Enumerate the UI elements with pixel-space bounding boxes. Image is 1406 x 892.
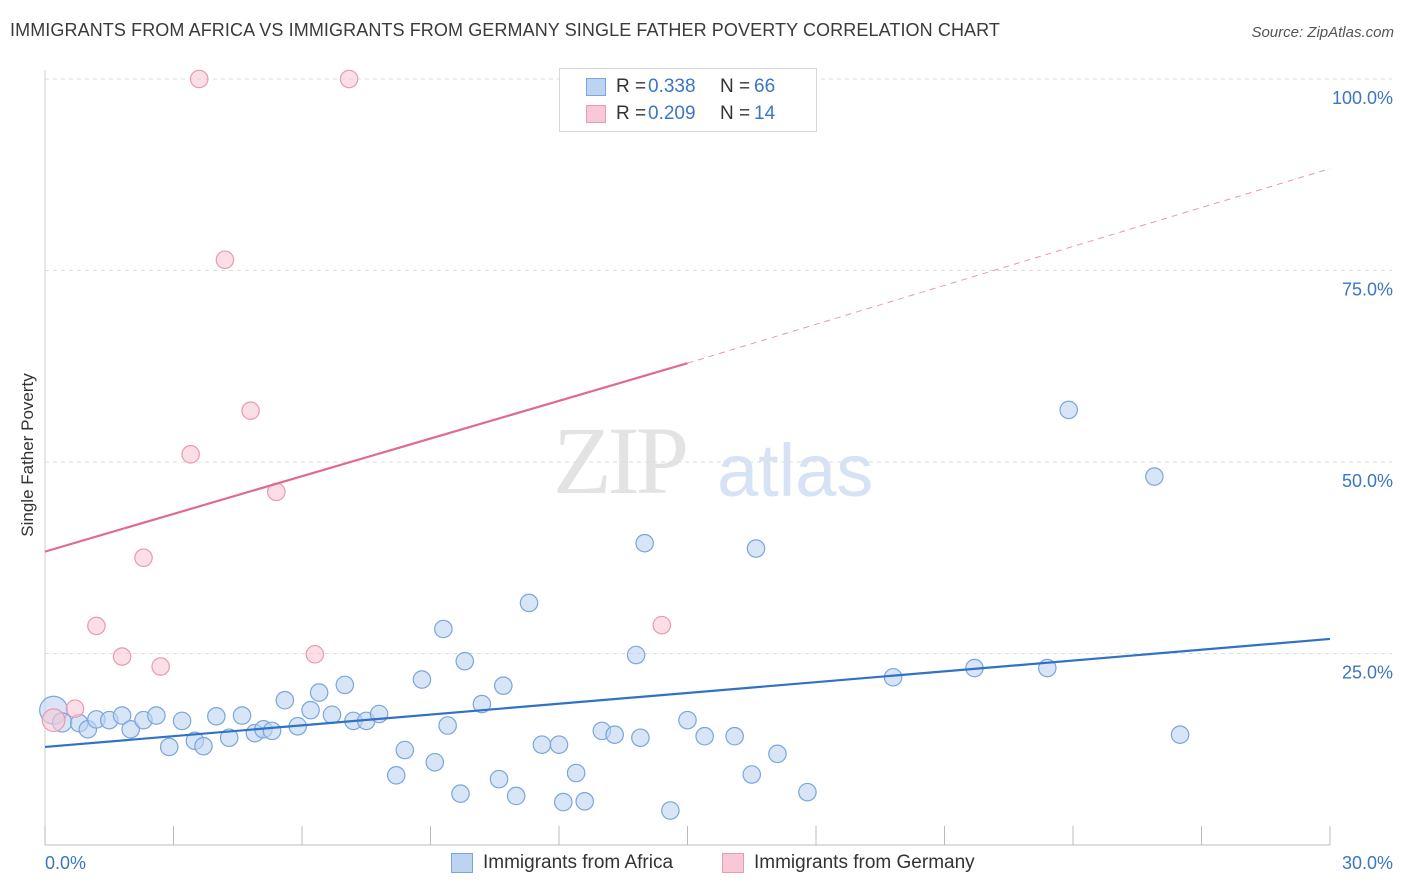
africa-point [194, 736, 213, 756]
africa-point [262, 721, 282, 741]
africa-point [335, 675, 355, 695]
germany-trend-line [44, 362, 688, 553]
africa-point [506, 786, 526, 806]
africa-point [451, 784, 470, 803]
germany-point [339, 69, 359, 89]
chart-title: IMMIGRANTS FROM AFRICA VS IMMIGRANTS FRO… [10, 20, 1001, 40]
africa-point [412, 670, 432, 689]
germany-legend-swatch [722, 853, 744, 873]
africa-point [425, 752, 445, 772]
africa-point [172, 711, 192, 731]
africa-point [434, 619, 453, 639]
germany-point [181, 445, 200, 464]
africa-point [494, 676, 513, 695]
africa-point [678, 710, 697, 730]
africa-point [147, 706, 166, 725]
africa-point [438, 716, 457, 735]
africa-point [121, 720, 140, 739]
africa-point [1170, 725, 1190, 744]
africa-point [768, 744, 787, 764]
africa-point [798, 782, 817, 802]
legend-item-africa[interactable]: Immigrants from Africa [451, 852, 673, 874]
r-value: 0.209 [648, 103, 696, 124]
legend-label-germany: Immigrants from Germany [754, 852, 975, 873]
series-legend: Immigrants from Africa Immigrants from G… [0, 852, 1406, 878]
africa-legend-swatch [451, 853, 473, 873]
africa-point [605, 725, 624, 744]
africa-point [532, 735, 552, 754]
africa-point [275, 690, 295, 710]
x-tick-label: 30.0% [1342, 853, 1393, 873]
germany-point [215, 250, 235, 270]
y-tick-label: 100.0% [1332, 88, 1393, 108]
germany-point [87, 616, 106, 636]
africa-point [232, 706, 252, 725]
africa-swatch [586, 78, 606, 96]
r-value: 0.338 [648, 76, 696, 97]
germany-point [41, 708, 66, 733]
legend-row-germany: R = 0.209 N = 14 [586, 102, 775, 126]
germany-point [241, 401, 260, 420]
africa-point [631, 728, 650, 748]
germany-trend-extension [687, 168, 1331, 364]
africa-point [553, 792, 573, 812]
africa-trend-line [44, 637, 1331, 749]
africa-point [309, 683, 329, 702]
africa-point [575, 792, 594, 811]
germany-point [305, 644, 325, 664]
germany-point [652, 615, 672, 635]
africa-point [489, 769, 509, 789]
germany-point [151, 657, 170, 676]
r-label: R = [616, 76, 647, 97]
watermark-zip: ZIP [553, 407, 689, 514]
legend-row-africa: R = 0.338 N = 66 [586, 75, 775, 99]
africa-point [322, 705, 342, 725]
africa-point [746, 539, 766, 558]
africa-point [566, 763, 586, 783]
legend-label-africa: Immigrants from Africa [483, 852, 674, 873]
africa-point [661, 801, 680, 820]
africa-point [695, 726, 714, 746]
africa-point [635, 533, 654, 553]
africa-point [519, 593, 539, 613]
africa-point [742, 765, 762, 784]
germany-swatch [586, 105, 606, 123]
africa-point [725, 726, 744, 746]
y-tick-label: 50.0% [1342, 471, 1393, 491]
germany-point [65, 699, 85, 718]
africa-point [301, 700, 320, 720]
germany-point [134, 548, 153, 568]
source-label: Source: ZipAtlas.com [1251, 24, 1394, 41]
n-value: 14 [754, 103, 776, 124]
africa-point [472, 694, 492, 714]
africa-point [159, 737, 179, 757]
n-value: 66 [754, 76, 776, 97]
germany-point [112, 647, 132, 666]
y-tick-label: 75.0% [1342, 280, 1393, 300]
n-label: N = [720, 103, 751, 124]
africa-point [207, 707, 226, 726]
africa-point [112, 706, 132, 725]
y-tick-label: 25.0% [1342, 663, 1393, 683]
africa-point [386, 765, 406, 785]
africa-point [1145, 467, 1164, 486]
n-label: N = [720, 76, 751, 97]
r-label: R = [616, 103, 647, 124]
germany-point [189, 69, 209, 89]
stats-legend: R = 0.338 N = 66 R = 0.209 N = 14 [559, 68, 817, 132]
watermark-atlas: atlas [717, 429, 874, 512]
legend-item-germany[interactable]: Immigrants from Germany [722, 852, 975, 874]
x-tick-label: 0.0% [45, 853, 86, 873]
africa-point [395, 740, 415, 760]
africa-point [626, 645, 646, 665]
africa-point [219, 728, 239, 748]
africa-point [549, 735, 569, 754]
africa-point [1059, 400, 1079, 420]
africa-point [455, 651, 475, 671]
